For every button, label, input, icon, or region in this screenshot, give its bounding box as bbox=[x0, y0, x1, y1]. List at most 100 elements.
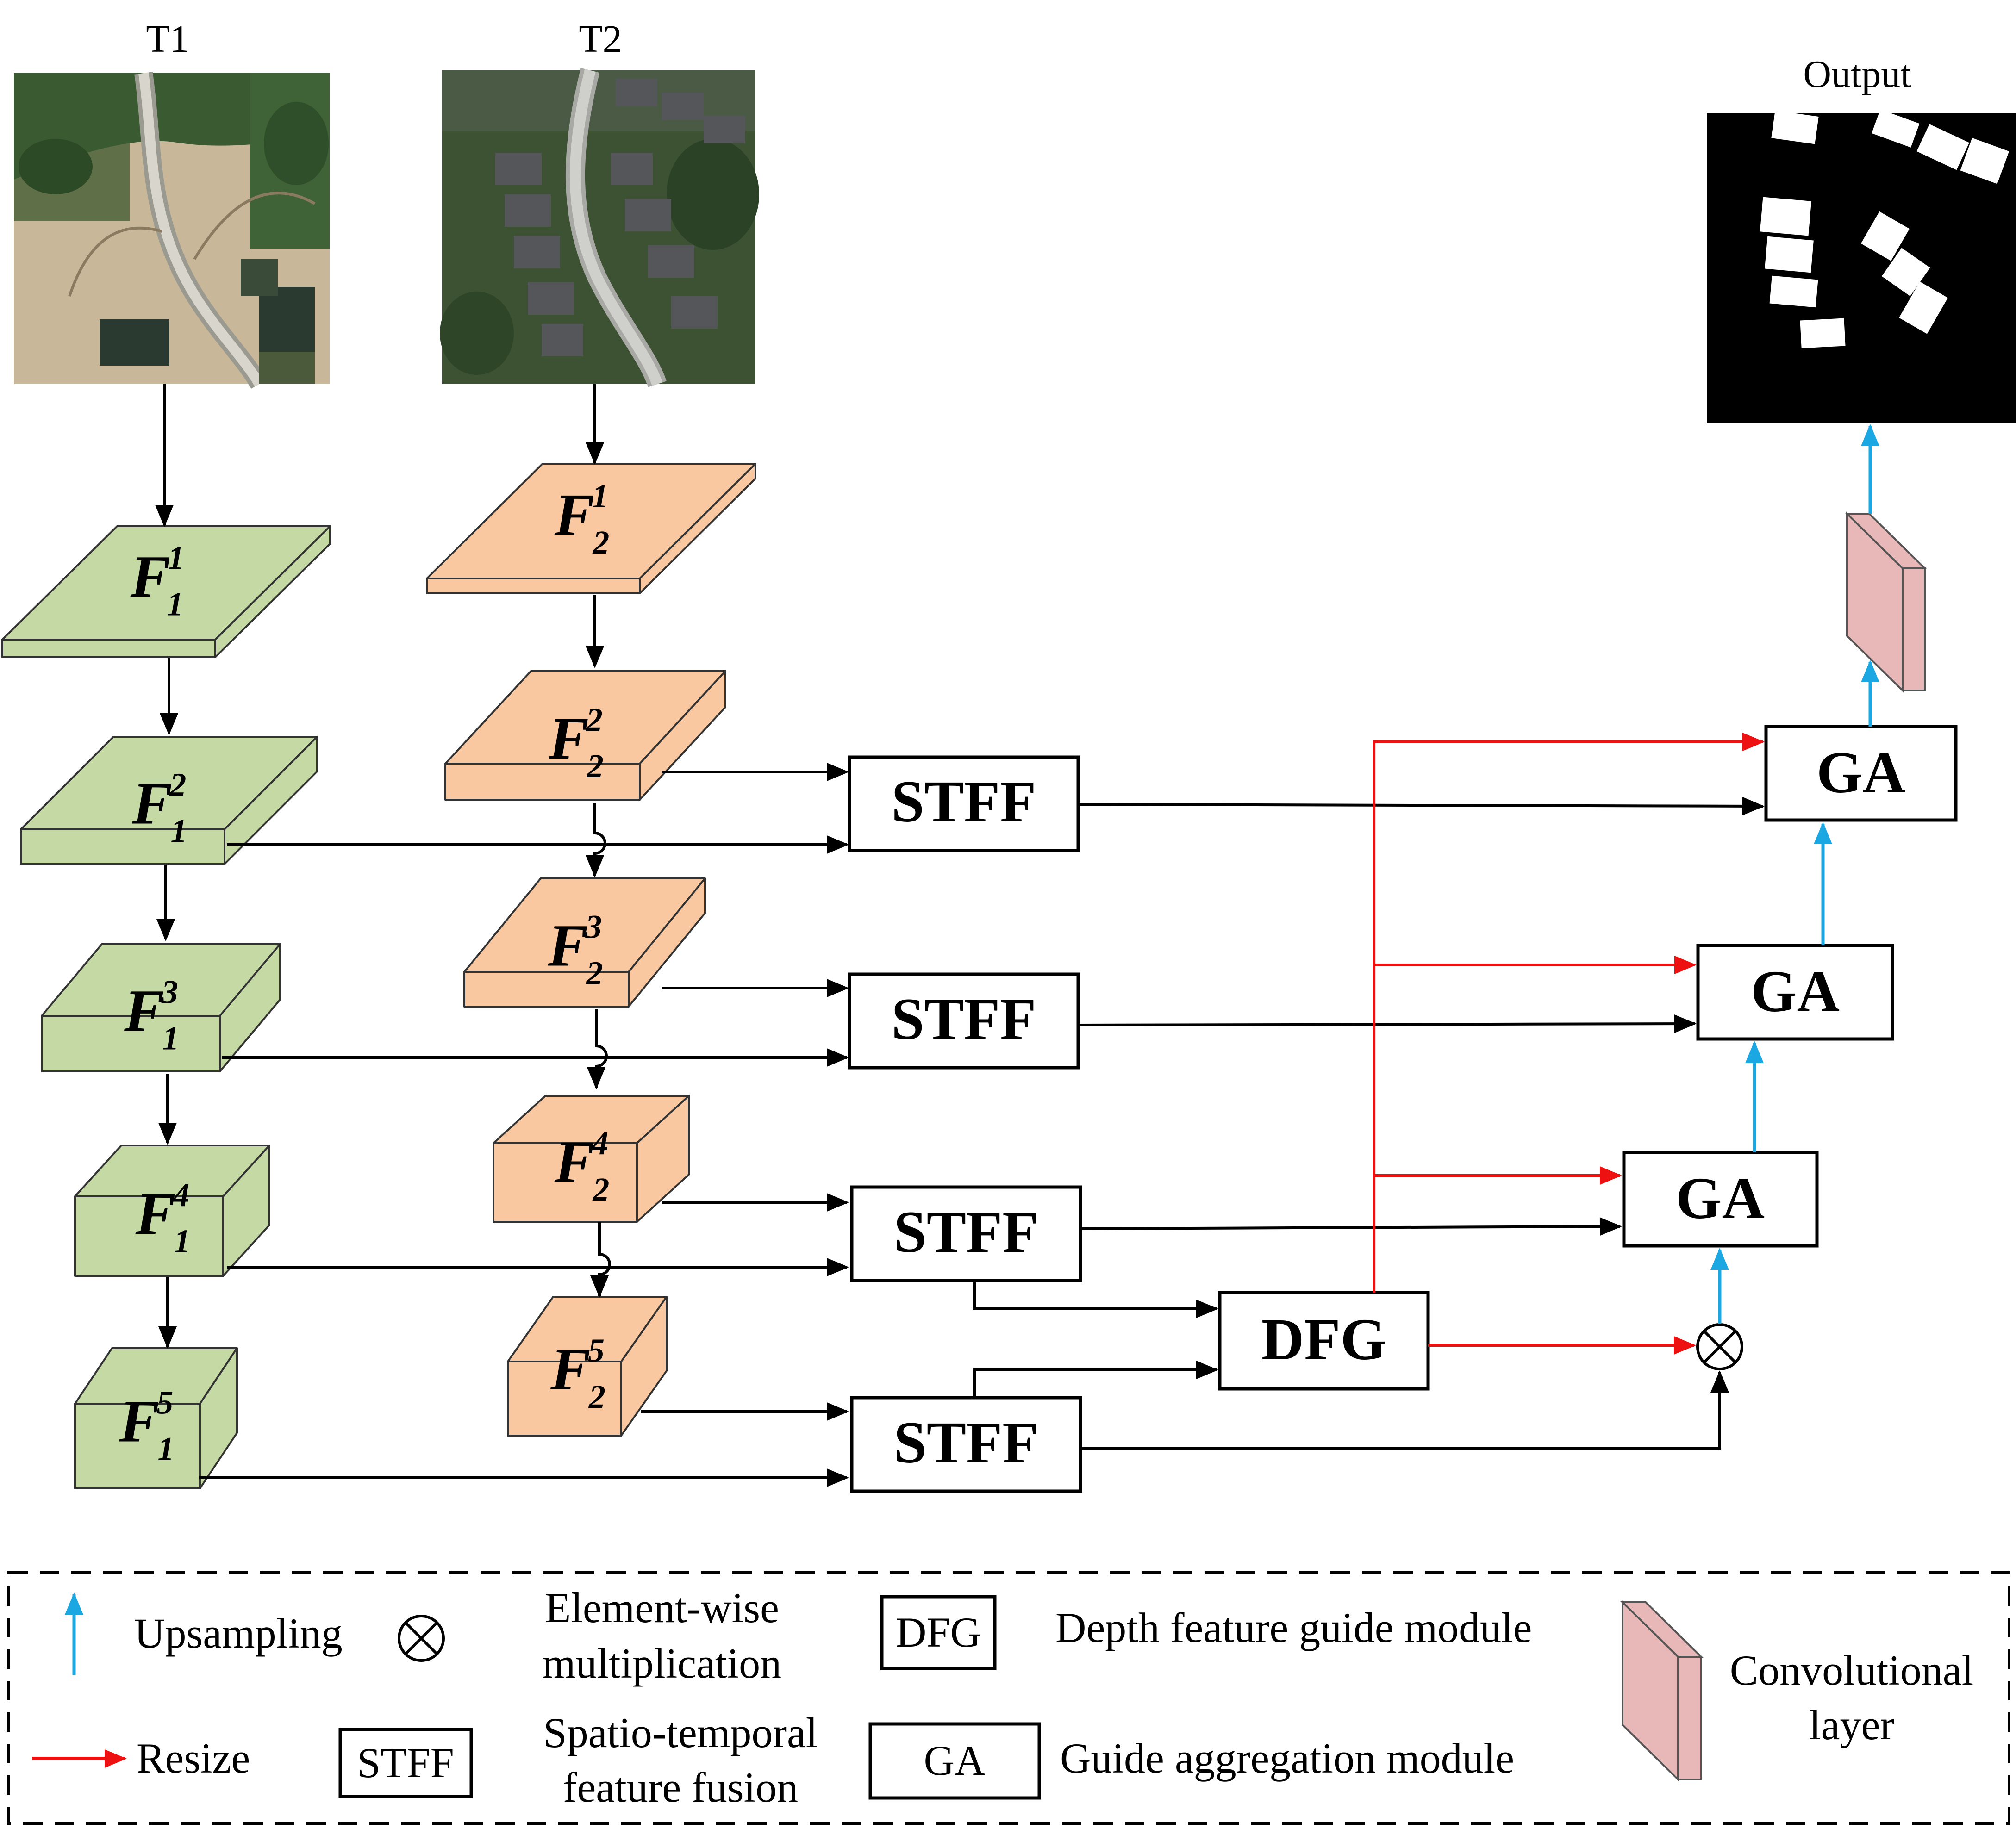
legend-stff-box bbox=[338, 1728, 473, 1798]
legend-ga-box bbox=[868, 1722, 1041, 1800]
feature-label-base: F bbox=[548, 705, 589, 772]
legend-stff-box-text: STFF bbox=[357, 1739, 454, 1786]
t2-feature-2: F2 2 bbox=[444, 670, 726, 801]
t1-feature-side-face bbox=[219, 943, 281, 1072]
feature-label-superscript: 1 bbox=[592, 478, 608, 515]
t2-label: T2 bbox=[579, 18, 622, 61]
t1-down-arrows bbox=[155, 384, 178, 1349]
legend-conv-icon bbox=[1620, 1600, 1704, 1782]
conv-layer-block bbox=[1845, 511, 1927, 693]
feature-label-subscript: 1 bbox=[174, 1223, 190, 1260]
dfg-module: DFG bbox=[1218, 1291, 1430, 1391]
feature-label-superscript: 5 bbox=[156, 1384, 173, 1421]
t2-feature-5: F5 2 bbox=[507, 1296, 668, 1437]
feature-label-subscript: 1 bbox=[167, 586, 183, 623]
t1-feature-label-4: F4 1 bbox=[135, 1176, 191, 1260]
t2-feature-label-1: F1 2 bbox=[554, 478, 610, 561]
stff-module-3: STFF bbox=[850, 1185, 1082, 1282]
feature-label-superscript: 1 bbox=[168, 540, 182, 577]
t2-feature-side-face bbox=[628, 877, 706, 1008]
resize-arrows bbox=[1373, 733, 1765, 1355]
t1-feature-side-face bbox=[224, 736, 318, 865]
feature-label-base: F bbox=[130, 544, 171, 610]
feature-label-subscript: 1 bbox=[157, 1431, 174, 1468]
legend-dfg-box bbox=[880, 1595, 997, 1670]
dfg-label: DFG bbox=[1261, 1306, 1386, 1372]
t2-feature-1: F1 2 bbox=[426, 463, 756, 594]
t2-feature-3: F3 2 bbox=[463, 877, 706, 1008]
feature-label-superscript: 4 bbox=[172, 1176, 189, 1213]
output-change-map bbox=[1707, 109, 2016, 423]
ga-label-middle: GA bbox=[1751, 958, 1840, 1024]
t1-feature-label-1: F1 1 bbox=[130, 540, 184, 623]
t2-feature-front-face bbox=[426, 578, 641, 594]
t2-feature-front-face bbox=[463, 971, 630, 1008]
t1-feature-5: F5 1 bbox=[74, 1347, 238, 1489]
feature-label-base: F bbox=[554, 482, 595, 548]
legend-conv-line1: Convolutional bbox=[1730, 1647, 1973, 1694]
feature-label-superscript: 3 bbox=[161, 974, 178, 1011]
t2-feature-label-5: F5 2 bbox=[550, 1332, 605, 1415]
legend: Upsampling Element-wise multiplication D… bbox=[7, 1571, 2010, 1825]
multiplication-node bbox=[1696, 1323, 1743, 1370]
stff-label-3: STFF bbox=[894, 1199, 1039, 1265]
legend-ga-box-text: GA bbox=[924, 1737, 986, 1784]
t2-feature-side-face bbox=[639, 463, 756, 594]
t1-feature-front-face bbox=[20, 828, 225, 865]
t1-aerial-image bbox=[14, 72, 330, 389]
feature-label-base: F bbox=[132, 771, 173, 837]
t1-feature-1: F1 1 bbox=[1, 525, 331, 658]
stff-module-2: STFF bbox=[848, 972, 1080, 1070]
ga-module-top: GA bbox=[1764, 725, 1958, 822]
feature-label-subscript: 1 bbox=[162, 1020, 179, 1057]
t1-feature-front-face bbox=[1, 639, 216, 658]
legend-ga-desc: Guide aggregation module bbox=[1060, 1735, 1514, 1782]
stff-output-arrows bbox=[973, 796, 1765, 1450]
legend-conv-line2: layer bbox=[1809, 1701, 1894, 1748]
t1-feature-3: F3 1 bbox=[41, 943, 281, 1072]
t2-feature-label-4: F4 2 bbox=[554, 1125, 610, 1208]
legend-multiply-icon bbox=[398, 1615, 445, 1662]
t2-feature-label-3: F3 2 bbox=[548, 908, 603, 992]
output-label: Output bbox=[1803, 53, 1911, 96]
t1-label: T1 bbox=[146, 18, 189, 61]
ga-module-middle: GA bbox=[1696, 944, 1894, 1041]
t1-feature-label-5: F5 1 bbox=[119, 1384, 175, 1468]
feature-label-base: F bbox=[548, 913, 588, 979]
legend-stff-line2: feature fusion bbox=[563, 1764, 798, 1811]
feature-to-stff-arrows bbox=[199, 763, 849, 1487]
feature-label-superscript: 2 bbox=[586, 701, 603, 738]
t2-down-arrows bbox=[586, 384, 611, 1298]
stff-module-1: STFF bbox=[848, 755, 1080, 852]
legend-dfg-desc: Depth feature guide module bbox=[1055, 1604, 1532, 1651]
feature-label-subscript: 2 bbox=[592, 1171, 609, 1208]
stff-label-2: STFF bbox=[892, 986, 1036, 1052]
stff-label-4: STFF bbox=[894, 1410, 1039, 1475]
stff-module-4: STFF bbox=[850, 1396, 1082, 1493]
feature-label-superscript: 5 bbox=[588, 1332, 605, 1369]
legend-multiply-line2: multiplication bbox=[543, 1640, 781, 1687]
legend-stff-line1: Spatio-temporal bbox=[543, 1709, 818, 1756]
feature-label-superscript: 4 bbox=[591, 1125, 608, 1162]
t2-feature-front-face bbox=[444, 763, 641, 801]
feature-label-base: F bbox=[119, 1388, 160, 1455]
stff-label-1: STFF bbox=[892, 769, 1036, 834]
t1-feature-label-3: F3 1 bbox=[124, 974, 179, 1057]
t1-feature-side-face bbox=[214, 525, 331, 658]
t2-feature-side-face bbox=[639, 670, 726, 801]
feature-label-base: F bbox=[135, 1181, 176, 1247]
feature-label-subscript: 2 bbox=[586, 955, 603, 992]
upsampling-arrows bbox=[1710, 424, 1879, 1324]
ga-label-top: GA bbox=[1816, 740, 1905, 805]
ga-module-bottom: GA bbox=[1622, 1151, 1819, 1248]
feature-label-base: F bbox=[554, 1129, 595, 1195]
ga-label-bottom: GA bbox=[1676, 1165, 1765, 1231]
feature-label-subscript: 2 bbox=[588, 1378, 605, 1415]
feature-label-superscript: 2 bbox=[169, 766, 186, 803]
legend-resize-text: Resize bbox=[137, 1735, 250, 1782]
t1-feature-stack: F1 1F2 1F3 1F4 1F5 1 bbox=[1, 525, 331, 1489]
t2-feature-stack: F1 2F2 2F3 2F4 2F5 2 bbox=[426, 463, 756, 1437]
t1-feature-2: F2 1 bbox=[20, 736, 318, 865]
legend-multiply-line1: Element-wise bbox=[545, 1584, 779, 1631]
